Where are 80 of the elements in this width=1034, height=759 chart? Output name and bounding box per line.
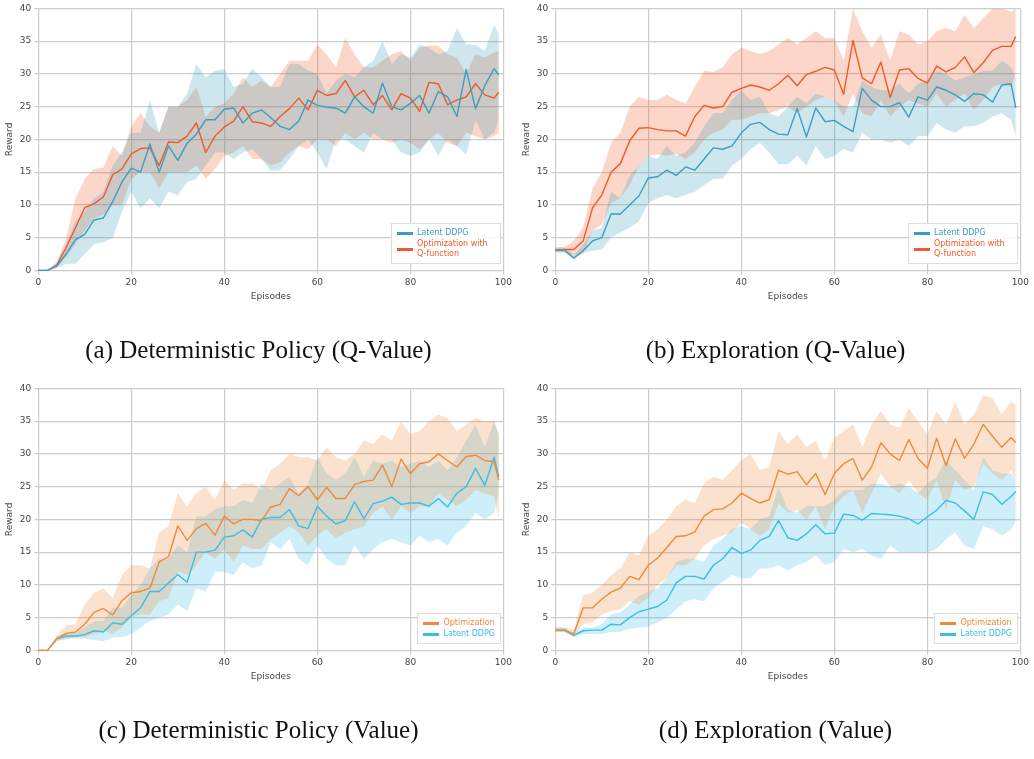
- x-tick-label: 60: [828, 657, 841, 668]
- x-tick-label: 40: [735, 657, 748, 668]
- y-tick-label: 35: [19, 35, 32, 46]
- x-tick-label: 40: [218, 277, 231, 288]
- y-tick-label: 30: [536, 68, 549, 79]
- y-tick-label: 25: [19, 480, 32, 491]
- y-tick-label: 10: [19, 579, 32, 590]
- y-tick-label: 40: [19, 2, 32, 13]
- y-tick-label: 15: [19, 166, 32, 177]
- legend-label: Latent DDPG: [960, 629, 1012, 639]
- legend-label: Optimization: [443, 618, 495, 628]
- y-tick-label: 0: [542, 264, 549, 275]
- x-tick-label: 80: [404, 657, 417, 668]
- x-tick-label: 40: [735, 277, 748, 288]
- x-axis-title: Episodes: [250, 670, 292, 681]
- x-tick-label: 0: [552, 657, 559, 668]
- y-axis-title: Reward: [3, 502, 14, 537]
- y-tick-label: 35: [536, 35, 549, 46]
- y-tick-label: 0: [542, 644, 549, 655]
- x-axis-title: Episodes: [250, 290, 292, 301]
- x-axis-title: Episodes: [767, 670, 809, 681]
- x-tick-label: 80: [404, 277, 417, 288]
- y-tick-label: 25: [19, 100, 32, 111]
- x-tick-label: 0: [35, 657, 42, 668]
- legend-label: Optimization with Q-function: [934, 239, 1006, 259]
- y-tick-label: 15: [536, 166, 549, 177]
- y-tick-label: 40: [19, 382, 32, 393]
- y-tick-label: 10: [536, 579, 549, 590]
- text: (d) Exploration (Value): [657, 716, 894, 744]
- y-tick-label: 5: [542, 231, 549, 242]
- legend-label: Optimization with Q-function: [417, 239, 489, 259]
- y-tick-label: 10: [19, 199, 32, 210]
- x-tick-label: 100: [1011, 277, 1030, 288]
- y-tick-label: 35: [536, 415, 549, 426]
- y-tick-label: 0: [25, 264, 32, 275]
- legend-label: Optimization: [960, 618, 1012, 628]
- y-axis-title: Reward: [3, 122, 14, 157]
- y-tick-label: 30: [19, 68, 32, 79]
- y-tick-label: 20: [19, 513, 32, 524]
- y-tick-label: 0: [25, 644, 32, 655]
- y-tick-label: 30: [19, 448, 32, 459]
- y-tick-label: 25: [536, 100, 549, 111]
- x-tick-label: 20: [125, 277, 138, 288]
- y-tick-label: 35: [19, 415, 32, 426]
- y-tick-label: 20: [19, 133, 32, 144]
- x-tick-label: 0: [35, 277, 42, 288]
- legend-label: Latent DDPG: [443, 629, 495, 639]
- x-tick-label: 100: [494, 277, 513, 288]
- text: (a) Deterministic Policy (Q-Value): [84, 336, 433, 364]
- y-tick-label: 20: [536, 513, 549, 524]
- x-tick-label: 60: [311, 277, 324, 288]
- y-tick-label: 5: [542, 611, 549, 622]
- x-tick-label: 0: [552, 277, 559, 288]
- x-tick-label: 60: [311, 657, 324, 668]
- text: (b) Exploration (Q-Value): [644, 336, 907, 364]
- x-tick-label: 20: [642, 657, 655, 668]
- x-tick-label: 40: [218, 657, 231, 668]
- y-tick-label: 5: [25, 611, 32, 622]
- y-axis-title: Reward: [520, 122, 531, 157]
- y-tick-label: 15: [536, 546, 549, 557]
- x-axis-title: Episodes: [767, 290, 809, 301]
- text: (c) Deterministic Policy (Value): [97, 716, 420, 744]
- x-tick-label: 100: [494, 657, 513, 668]
- x-tick-label: 80: [921, 657, 934, 668]
- y-tick-label: 10: [536, 199, 549, 210]
- y-tick-label: 30: [536, 448, 549, 459]
- legend-label: Latent DDPG: [934, 228, 986, 238]
- y-axis-title: Reward: [520, 502, 531, 537]
- y-tick-label: 40: [536, 2, 549, 13]
- x-tick-label: 100: [1011, 657, 1030, 668]
- y-tick-label: 15: [19, 546, 32, 557]
- y-tick-label: 25: [536, 480, 549, 491]
- x-tick-label: 20: [125, 657, 138, 668]
- y-tick-label: 20: [536, 133, 549, 144]
- y-tick-label: 40: [536, 382, 549, 393]
- x-tick-label: 80: [921, 277, 934, 288]
- y-tick-label: 5: [25, 231, 32, 242]
- x-tick-label: 20: [642, 277, 655, 288]
- legend-label: Latent DDPG: [417, 228, 469, 238]
- x-tick-label: 60: [828, 277, 841, 288]
